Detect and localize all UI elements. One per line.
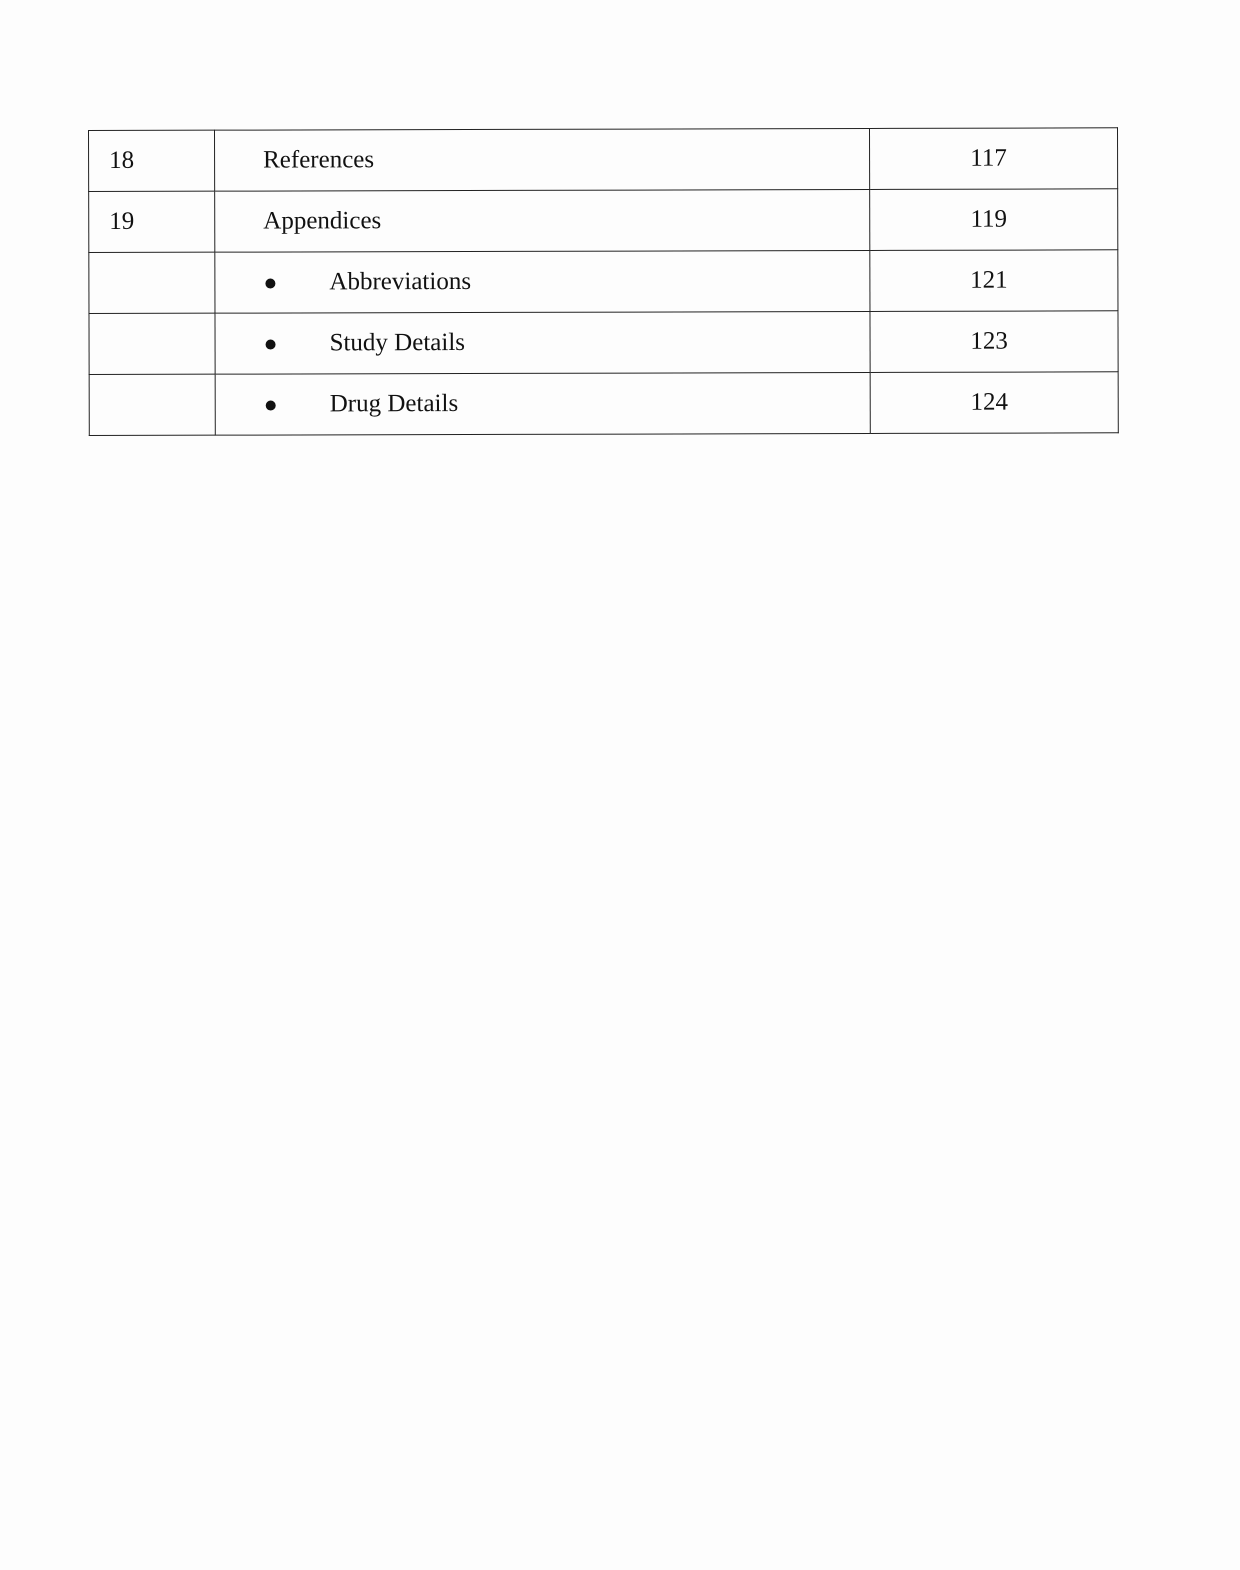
section-number: 19: [88, 191, 215, 253]
table-of-contents: 18 References 117 19 Appendices 119 Abbr…: [88, 127, 1119, 436]
subsection-cell: Study Details: [214, 311, 871, 375]
section-number: 18: [88, 130, 215, 192]
section-number: [88, 313, 216, 375]
subsection-cell: Drug Details: [215, 372, 871, 436]
section-title: Abbreviations: [329, 267, 472, 296]
section-title: Appendices: [214, 189, 870, 253]
section-title: References: [214, 128, 870, 192]
bullet-icon: [265, 400, 276, 411]
section-title: Study Details: [329, 329, 466, 357]
section-title: Drug Details: [329, 390, 459, 418]
bullet-icon: [265, 278, 276, 289]
page-number: 119: [869, 188, 1118, 251]
page-number: 117: [869, 127, 1118, 190]
subsection-cell: Abbreviations: [214, 250, 870, 314]
table-row: 18 References 117: [88, 127, 1118, 192]
page-number: 123: [869, 310, 1119, 373]
page-number: 124: [870, 371, 1119, 434]
page-number: 121: [869, 249, 1118, 312]
table-row: Drug Details 124: [89, 371, 1119, 436]
section-number: [88, 252, 215, 314]
table-row: 19 Appendices 119: [88, 188, 1118, 253]
section-number: [89, 374, 216, 436]
bullet-icon: [265, 339, 276, 350]
table-row: Study Details 123: [88, 310, 1119, 375]
table-row: Abbreviations 121: [88, 249, 1118, 314]
